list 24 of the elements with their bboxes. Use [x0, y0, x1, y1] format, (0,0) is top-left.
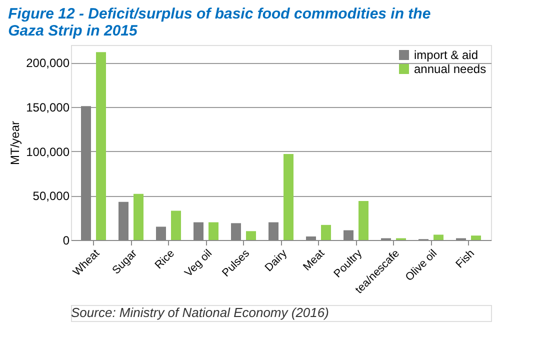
- legend-label: annual needs: [414, 62, 486, 76]
- x-tick-label: Veg oil: [182, 248, 214, 280]
- y-tick-label: 150,000: [26, 100, 70, 115]
- y-tick-label: 100,000: [26, 144, 70, 159]
- text: Figure 12 - Deficit/surplus of basic food commodities in the: [8, 6, 431, 22]
- bar: [321, 224, 331, 240]
- bar: [246, 231, 256, 240]
- bar: [134, 194, 144, 240]
- bar: [471, 236, 481, 240]
- bar: [358, 201, 368, 240]
- bar: [284, 154, 294, 240]
- y-tick-label: 200,000: [26, 56, 70, 70]
- x-tick-label: Rice: [152, 248, 177, 272]
- legend-label: import & aid: [414, 48, 478, 62]
- bar: [171, 210, 181, 240]
- x-tick-label: Fish: [454, 248, 477, 271]
- bar: [96, 52, 106, 240]
- y-tick-label: 50,000: [32, 189, 70, 204]
- y-axis-title: MT/year: [8, 120, 22, 166]
- text: Gaza Strip in 2015: [8, 22, 138, 40]
- y-tick-label: 0: [62, 234, 70, 248]
- bar: [208, 222, 218, 240]
- source-note: Source: Ministry of National Economy (2016): [71, 305, 329, 320]
- bar: [434, 234, 444, 240]
